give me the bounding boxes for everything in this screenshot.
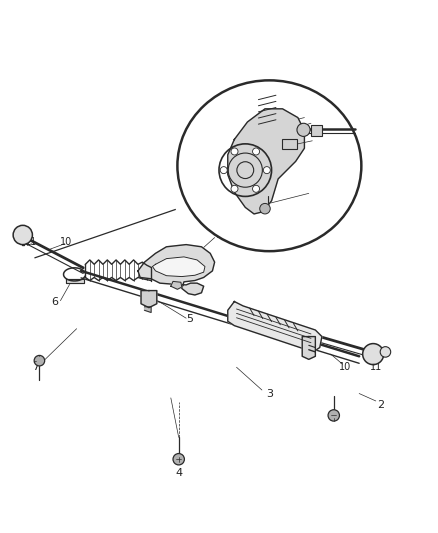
Polygon shape <box>141 290 157 308</box>
Text: 8: 8 <box>312 136 318 147</box>
Text: 5: 5 <box>186 314 193 324</box>
Circle shape <box>220 167 227 174</box>
Text: 9: 9 <box>312 189 318 199</box>
Circle shape <box>231 148 238 155</box>
Circle shape <box>13 225 32 245</box>
Circle shape <box>253 185 260 192</box>
Circle shape <box>231 185 238 192</box>
Polygon shape <box>145 307 151 312</box>
Text: 10: 10 <box>60 237 72 247</box>
Circle shape <box>380 346 391 357</box>
FancyBboxPatch shape <box>311 125 322 136</box>
Polygon shape <box>228 302 322 352</box>
Text: 7: 7 <box>32 362 39 372</box>
Polygon shape <box>138 245 215 295</box>
Ellipse shape <box>177 80 361 251</box>
FancyBboxPatch shape <box>282 140 297 149</box>
Polygon shape <box>228 109 304 214</box>
Text: 6: 6 <box>51 296 58 306</box>
Text: 11: 11 <box>370 362 382 372</box>
Circle shape <box>328 410 339 421</box>
Circle shape <box>363 344 384 365</box>
Circle shape <box>173 454 184 465</box>
Circle shape <box>253 148 260 155</box>
Text: 2: 2 <box>378 400 385 410</box>
Circle shape <box>34 356 45 366</box>
Polygon shape <box>152 257 205 277</box>
Polygon shape <box>171 281 182 289</box>
Text: 4: 4 <box>175 468 182 478</box>
Text: 11: 11 <box>290 112 302 122</box>
Text: 11: 11 <box>25 237 38 247</box>
Polygon shape <box>66 279 84 283</box>
Circle shape <box>297 123 310 136</box>
Text: 10: 10 <box>339 362 351 372</box>
Text: 1: 1 <box>215 230 223 240</box>
Polygon shape <box>302 336 315 359</box>
Circle shape <box>260 204 270 214</box>
Text: 3: 3 <box>266 389 273 399</box>
Text: 10: 10 <box>305 118 317 128</box>
Circle shape <box>263 167 270 174</box>
